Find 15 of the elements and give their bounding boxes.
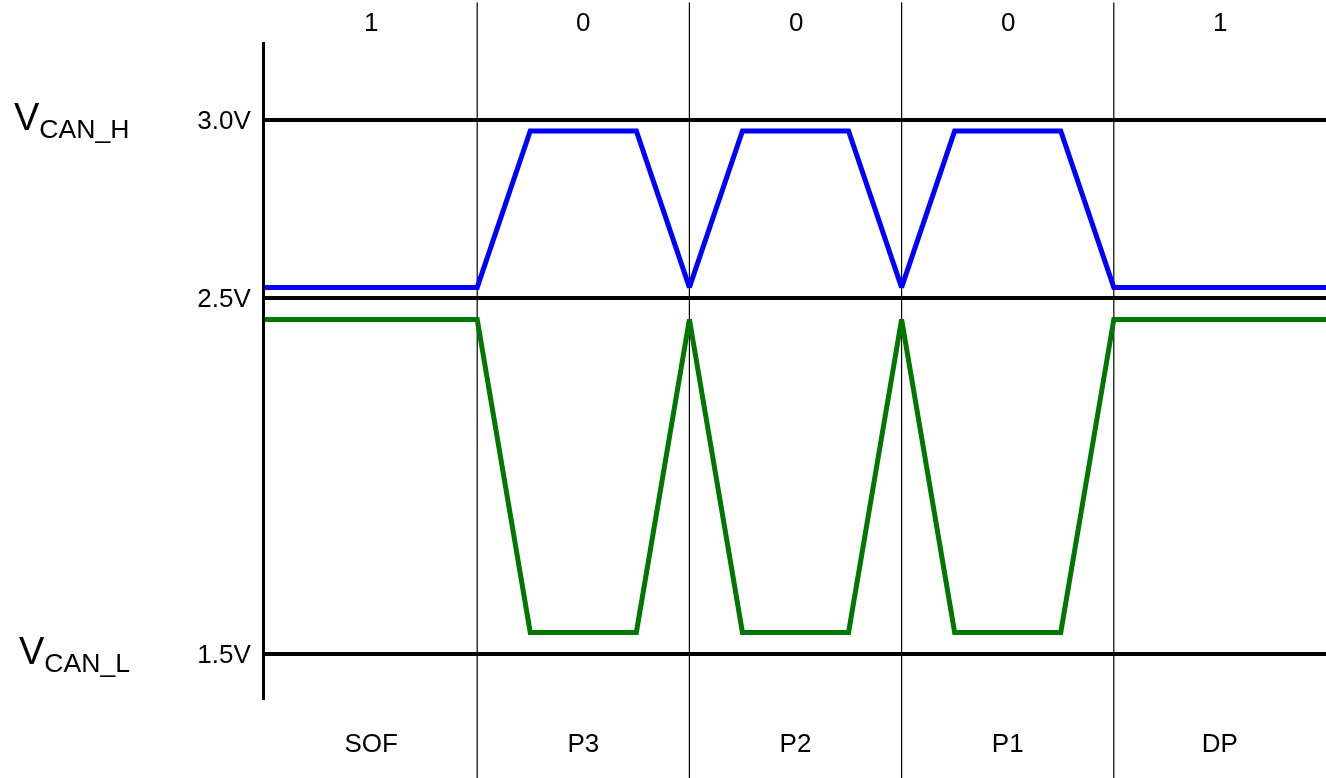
text: 0 <box>789 7 804 37</box>
text: V$_{CAN_L}$ <box>19 630 131 678</box>
x-tick-label: P2 <box>779 728 812 758</box>
x-tick-label: P1 <box>991 728 1024 758</box>
text: 0 <box>1001 7 1016 37</box>
text: 1 <box>364 7 379 37</box>
x-tick-label: SOF <box>344 728 398 758</box>
y-tick-label: 2.5V <box>197 283 252 314</box>
x-tick-label: P3 <box>567 728 600 758</box>
text: V$_{CAN_H}$ <box>14 96 130 144</box>
y-tick-label: 1.5V <box>197 638 252 669</box>
x-tick-label: DP <box>1201 728 1238 758</box>
text: 0 <box>576 7 591 37</box>
y-tick-label: 3.0V <box>197 105 252 136</box>
text: 1 <box>1213 7 1228 37</box>
